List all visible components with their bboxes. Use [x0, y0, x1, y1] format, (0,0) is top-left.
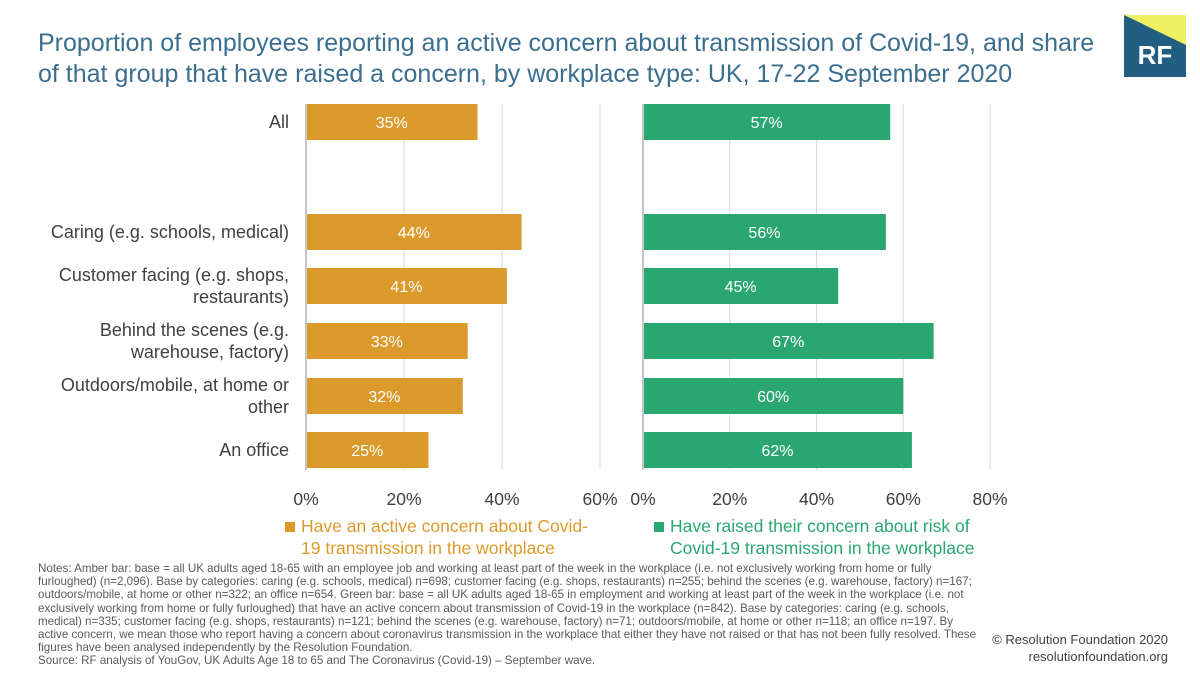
legend-item-green: Have raised their concern about risk of … — [654, 515, 1004, 559]
x-tick-label-amber-2: 40% — [484, 489, 519, 509]
bar-green-0 — [644, 104, 891, 140]
data-label-amber-1: 44% — [398, 225, 430, 242]
bar-green-1 — [644, 214, 886, 250]
chart-area: 0% 20% 40% 60% 35% 44% 41% 33% 32% 25% 0% 20% 40% 60%… — [51, 104, 1008, 509]
data-label-amber-4: 32% — [368, 389, 400, 406]
bar-amber-4 — [307, 378, 463, 414]
bar-green-2 — [644, 268, 839, 304]
bar-amber-1 — [307, 214, 522, 250]
bar-amber-5 — [307, 432, 429, 468]
data-label-green-4: 60% — [757, 389, 789, 406]
bar-amber-0 — [307, 104, 478, 140]
data-label-green-3: 67% — [772, 334, 804, 351]
data-label-green-0: 57% — [751, 115, 783, 132]
legend-label-amber-line2: 19 transmission in the workplace — [301, 538, 555, 558]
notes-block: Notes: Amber bar: base = all UK adults a… — [38, 562, 986, 668]
category-label-2-line-0: Customer facing (e.g. shops, — [59, 265, 289, 285]
category-label-2-line-1: restaurants) — [193, 287, 289, 307]
category-label-4-line-1: other — [248, 397, 289, 417]
bar-green-3 — [644, 323, 934, 359]
x-tick-label-green-0: 0% — [630, 489, 655, 509]
x-tick-label-amber-0: 0% — [293, 489, 318, 509]
logo-text: RF — [1137, 40, 1173, 70]
data-label-amber-0: 35% — [376, 115, 408, 132]
legend-swatch-amber — [285, 522, 295, 532]
x-tick-label-amber-3: 60% — [582, 489, 617, 509]
rf-logo: RF — [1124, 15, 1186, 77]
x-tick-label-green-4: 80% — [972, 489, 1007, 509]
copyright-text: © Resolution Foundation 2020 — [992, 632, 1168, 647]
website-text: resolutionfoundation.org — [1028, 649, 1169, 664]
legend-label-green-line1: Have raised their concern about risk of — [670, 516, 970, 536]
data-label-amber-2: 41% — [390, 279, 422, 296]
legend-label-green-line2: Covid-19 transmission in the workplace — [670, 538, 975, 558]
category-label-4-line-0: Outdoors/mobile, at home or — [61, 375, 289, 395]
data-label-green-1: 56% — [748, 225, 780, 242]
category-label-5-line-0: An office — [219, 440, 289, 460]
bar-amber-2 — [307, 268, 507, 304]
chart-title: Proportion of employees reporting an act… — [38, 29, 1095, 88]
bar-green-5 — [644, 432, 912, 468]
category-label-1-line-0: Caring (e.g. schools, medical) — [51, 222, 289, 242]
legend-label-amber-line1: Have an active concern about Covid- — [301, 516, 588, 536]
copyright-block: © Resolution Foundation 2020 resolutionf… — [992, 631, 1168, 665]
source-text: Source: RF analysis of YouGov, UK Adults… — [38, 654, 596, 668]
legend-item-amber: Have an active concern about Covid- 19 t… — [285, 515, 615, 559]
data-label-amber-5: 25% — [351, 443, 383, 460]
category-label-3-line-0: Behind the scenes (e.g. — [100, 320, 289, 340]
x-tick-label-amber-1: 20% — [386, 489, 421, 509]
x-tick-label-green-1: 20% — [712, 489, 747, 509]
data-label-green-5: 62% — [761, 443, 793, 460]
legend-swatch-green — [654, 522, 664, 532]
x-tick-label-green-2: 40% — [799, 489, 834, 509]
data-label-amber-3: 33% — [371, 334, 403, 351]
data-label-green-2: 45% — [725, 279, 757, 296]
notes-text: Notes: Amber bar: base = all UK adults a… — [38, 562, 977, 655]
category-label-0-line-0: All — [269, 112, 289, 132]
bar-green-4 — [644, 378, 904, 414]
category-label-3-line-1: warehouse, factory) — [130, 342, 289, 362]
logo-corner-accent — [1124, 15, 1186, 45]
bar-amber-3 — [307, 323, 468, 359]
x-tick-label-green-3: 60% — [886, 489, 921, 509]
